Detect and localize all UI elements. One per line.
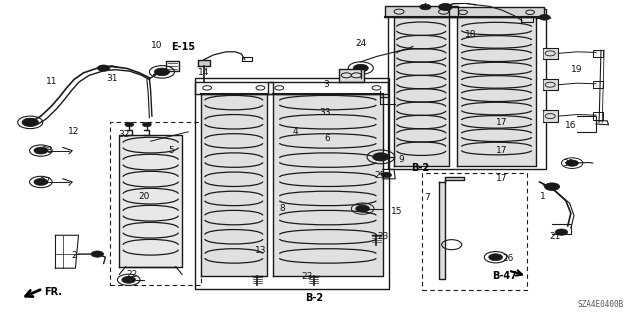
Polygon shape xyxy=(201,94,267,276)
Text: 28: 28 xyxy=(42,146,53,155)
Circle shape xyxy=(122,276,136,283)
Circle shape xyxy=(125,122,134,127)
Circle shape xyxy=(381,172,392,178)
Text: 27: 27 xyxy=(40,178,51,187)
Polygon shape xyxy=(339,69,364,82)
Text: 1: 1 xyxy=(540,192,545,201)
Polygon shape xyxy=(439,177,464,279)
Text: 14: 14 xyxy=(198,68,210,77)
Text: 10: 10 xyxy=(151,41,163,50)
Polygon shape xyxy=(457,17,536,166)
Circle shape xyxy=(420,4,431,10)
Circle shape xyxy=(34,147,48,154)
Polygon shape xyxy=(543,110,558,122)
Polygon shape xyxy=(543,79,558,90)
Text: 22: 22 xyxy=(126,270,138,279)
Circle shape xyxy=(356,205,369,212)
Circle shape xyxy=(545,183,559,190)
Circle shape xyxy=(143,122,151,127)
Circle shape xyxy=(372,153,389,161)
Circle shape xyxy=(34,179,48,185)
Text: 19: 19 xyxy=(572,65,583,74)
Circle shape xyxy=(489,254,502,261)
Text: 17: 17 xyxy=(496,118,508,127)
Text: 21: 21 xyxy=(550,232,561,241)
Text: B-2: B-2 xyxy=(412,163,429,173)
Text: 9: 9 xyxy=(399,156,404,164)
Text: 4: 4 xyxy=(292,127,298,136)
Circle shape xyxy=(22,118,38,126)
Circle shape xyxy=(539,14,550,20)
Text: 20: 20 xyxy=(139,192,150,201)
Text: 16: 16 xyxy=(565,121,577,130)
Circle shape xyxy=(566,160,579,166)
Polygon shape xyxy=(449,7,544,17)
Bar xyxy=(388,10,546,169)
Text: 23: 23 xyxy=(377,232,388,241)
Circle shape xyxy=(555,229,568,235)
Text: 24: 24 xyxy=(355,39,366,48)
Polygon shape xyxy=(394,17,449,166)
Text: 12: 12 xyxy=(68,127,80,136)
Polygon shape xyxy=(543,48,558,59)
Circle shape xyxy=(438,4,452,11)
Text: 15: 15 xyxy=(391,207,403,216)
Text: 2: 2 xyxy=(71,251,77,260)
Text: 32: 32 xyxy=(118,131,130,140)
Polygon shape xyxy=(273,94,383,276)
Text: 26: 26 xyxy=(502,254,514,263)
Text: 17: 17 xyxy=(496,146,508,155)
Text: 8: 8 xyxy=(280,204,285,213)
Polygon shape xyxy=(198,60,211,66)
Text: 5: 5 xyxy=(168,146,173,155)
Text: 31: 31 xyxy=(106,74,118,83)
Bar xyxy=(110,122,201,285)
Polygon shape xyxy=(119,135,182,267)
Text: 23: 23 xyxy=(302,272,313,281)
Circle shape xyxy=(91,251,104,257)
Text: 33: 33 xyxy=(319,108,331,117)
Text: 25: 25 xyxy=(374,171,386,180)
Text: 17: 17 xyxy=(496,174,508,183)
Bar xyxy=(422,172,527,290)
Text: 29: 29 xyxy=(24,118,36,127)
Polygon shape xyxy=(385,6,458,17)
Circle shape xyxy=(97,65,110,71)
Circle shape xyxy=(154,68,170,76)
Text: 11: 11 xyxy=(46,77,58,86)
Text: 7: 7 xyxy=(424,193,429,202)
Text: 30: 30 xyxy=(562,159,573,168)
Text: 18: 18 xyxy=(465,30,476,39)
Text: FR.: FR. xyxy=(44,287,62,297)
Text: SZA4E0400B: SZA4E0400B xyxy=(578,300,624,309)
Text: 3: 3 xyxy=(323,80,329,89)
Text: E-15: E-15 xyxy=(172,42,195,52)
Text: B-2: B-2 xyxy=(305,293,323,303)
Bar xyxy=(195,78,389,289)
Circle shape xyxy=(353,64,368,72)
Text: 6: 6 xyxy=(324,133,330,142)
Text: 13: 13 xyxy=(255,246,266,255)
Text: B-47: B-47 xyxy=(493,271,518,281)
